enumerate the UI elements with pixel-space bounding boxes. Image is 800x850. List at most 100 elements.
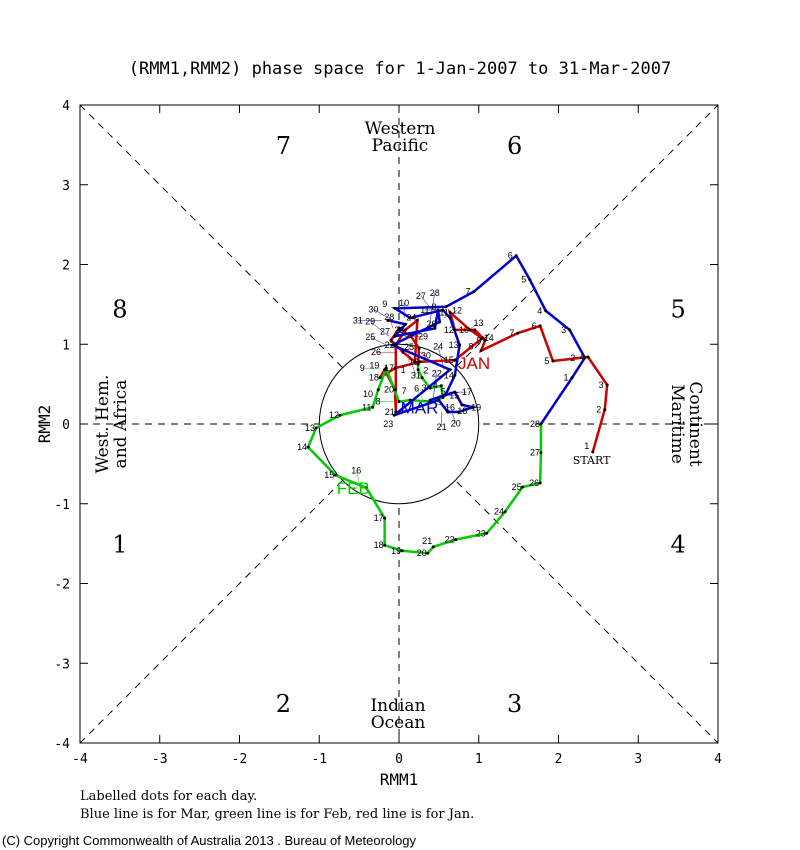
x-tick-label: -3 bbox=[152, 752, 168, 767]
day-dot bbox=[391, 343, 395, 347]
day-dot bbox=[439, 384, 443, 388]
day-dot bbox=[460, 403, 464, 407]
day-label: 21 bbox=[437, 422, 447, 432]
phase-label-3: 3 bbox=[507, 690, 522, 718]
day-label: 30 bbox=[368, 304, 378, 314]
day-dot bbox=[397, 326, 401, 330]
label-leader-line bbox=[420, 295, 433, 311]
day-label: 20 bbox=[384, 385, 394, 395]
day-dot bbox=[314, 426, 318, 430]
x-tick-label: -4 bbox=[72, 752, 88, 767]
day-label: 2 bbox=[570, 353, 575, 363]
day-label: 22 bbox=[385, 340, 395, 350]
day-label: 21 bbox=[422, 536, 432, 546]
day-label: 31 bbox=[411, 371, 421, 381]
day-label: 11 bbox=[420, 305, 429, 315]
day-dot bbox=[376, 388, 380, 392]
label-leader-line bbox=[369, 321, 390, 337]
day-dot bbox=[605, 383, 609, 387]
y-tick-label: -4 bbox=[54, 737, 70, 752]
label-leader-line bbox=[370, 337, 387, 346]
day-dot bbox=[384, 366, 388, 370]
day-label: 17 bbox=[384, 363, 394, 373]
region-label-bottom: Indian bbox=[370, 696, 425, 716]
series-line-mar bbox=[387, 253, 587, 425]
day-dot bbox=[413, 360, 417, 364]
day-dot bbox=[551, 359, 555, 363]
day-label: 29 bbox=[418, 331, 428, 341]
day-label: 6 bbox=[508, 251, 513, 261]
day-label: 1 bbox=[584, 441, 589, 451]
day-label: 6 bbox=[414, 384, 419, 394]
day-label: 4 bbox=[537, 306, 542, 316]
day-label: 15 bbox=[324, 470, 334, 480]
day-label: 3 bbox=[599, 380, 604, 390]
region-label-right: Continent bbox=[685, 381, 705, 466]
label-leader-line bbox=[424, 399, 451, 408]
day-dot bbox=[416, 368, 420, 372]
label-leader-line bbox=[437, 346, 445, 370]
day-label: 9 bbox=[382, 299, 387, 309]
day-label: 28 bbox=[530, 419, 540, 429]
y-tick-label: -2 bbox=[54, 578, 70, 593]
month-label-mar: MAR bbox=[401, 398, 439, 417]
day-dot bbox=[446, 410, 450, 414]
y-axis-label: RMM2 bbox=[35, 405, 54, 444]
day-label: 7 bbox=[465, 287, 470, 297]
day-dot bbox=[392, 413, 396, 417]
day-dot bbox=[383, 516, 387, 520]
day-label: 21 bbox=[385, 407, 395, 417]
day-label: 28 bbox=[430, 288, 440, 298]
day-dot bbox=[420, 376, 424, 380]
day-dot bbox=[389, 338, 393, 342]
label-leader-line bbox=[373, 309, 400, 325]
day-dot bbox=[428, 386, 432, 390]
day-label: 17 bbox=[374, 513, 384, 523]
day-dot bbox=[448, 316, 452, 320]
day-dot bbox=[468, 328, 472, 332]
footer-line1: Labelled dots for each day. bbox=[80, 789, 257, 804]
region-label-left: West. Hem. bbox=[93, 375, 113, 474]
y-tick-label: 3 bbox=[62, 179, 70, 194]
day-label: 19 bbox=[391, 546, 401, 556]
day-dot bbox=[437, 398, 441, 402]
day-dot bbox=[431, 545, 435, 549]
footer-line2: Blue line is for Mar, green line is for … bbox=[80, 807, 474, 822]
day-label: 24 bbox=[433, 342, 443, 352]
day-dot bbox=[458, 343, 462, 347]
day-dot bbox=[568, 328, 572, 332]
day-label: 20 bbox=[417, 548, 427, 558]
day-dot bbox=[428, 398, 432, 402]
day-label: 2 bbox=[596, 405, 601, 415]
day-label: 30 bbox=[421, 351, 431, 361]
day-label: 4 bbox=[433, 381, 438, 391]
day-label: 19 bbox=[369, 361, 379, 371]
day-dot bbox=[401, 350, 405, 354]
label-leader-line bbox=[412, 348, 427, 356]
day-label: 1 bbox=[401, 365, 406, 375]
day-dot bbox=[394, 410, 398, 414]
region-label-bottom: Ocean bbox=[371, 713, 426, 733]
day-dot bbox=[415, 318, 419, 322]
day-label: 31 bbox=[353, 315, 363, 325]
unit-circle bbox=[318, 343, 480, 505]
day-label: 13 bbox=[305, 423, 315, 433]
label-leader-line bbox=[451, 411, 456, 424]
label-leader-line bbox=[443, 310, 458, 319]
day-label: 3 bbox=[422, 383, 427, 393]
y-tick-label: -1 bbox=[54, 498, 70, 513]
day-dot bbox=[483, 338, 487, 342]
day-dot bbox=[441, 396, 445, 400]
day-label: 16 bbox=[445, 403, 455, 413]
day-dot bbox=[438, 320, 442, 324]
x-tick-label: 3 bbox=[634, 752, 642, 767]
day-label: 18 bbox=[369, 373, 379, 383]
day-dot bbox=[479, 349, 483, 353]
label-leader-line bbox=[356, 470, 361, 488]
day-dot bbox=[456, 410, 460, 414]
day-dot bbox=[591, 450, 595, 454]
day-label: 1 bbox=[564, 373, 569, 383]
day-label: 12 bbox=[452, 305, 462, 315]
day-dot bbox=[433, 326, 437, 330]
day-dot bbox=[528, 278, 532, 282]
